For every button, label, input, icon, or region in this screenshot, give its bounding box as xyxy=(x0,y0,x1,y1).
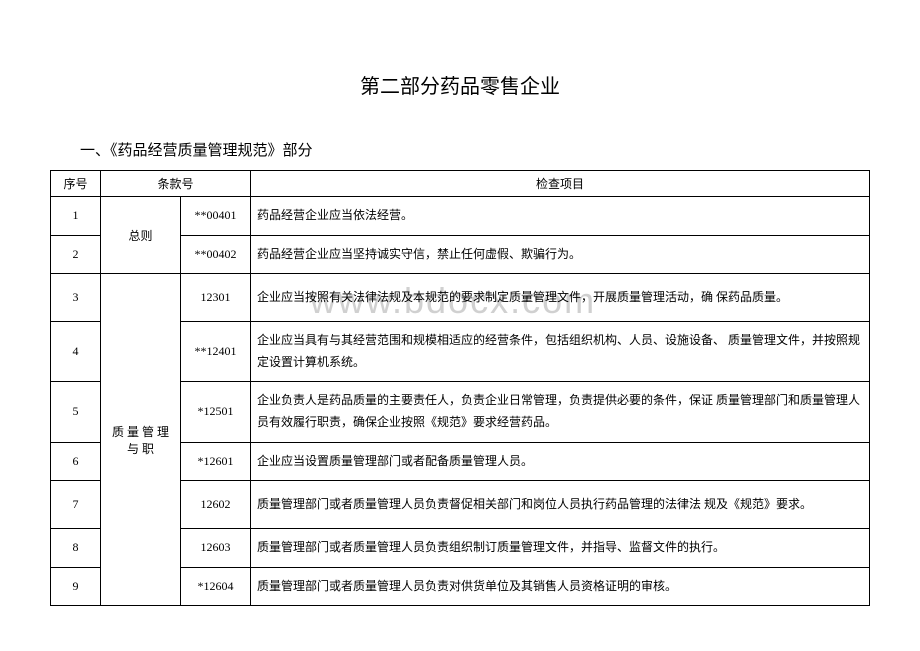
table-row: 1 总则 **00401 药品经营企业应当依法经营。 xyxy=(51,197,870,236)
cell-seq: 6 xyxy=(51,442,101,481)
header-seq: 序号 xyxy=(51,171,101,197)
cell-clause: 12602 xyxy=(181,481,251,529)
cell-clause: *12501 xyxy=(181,382,251,442)
cell-seq: 7 xyxy=(51,481,101,529)
cell-clause: 12301 xyxy=(181,274,251,322)
cell-seq: 2 xyxy=(51,235,101,274)
cell-seq: 4 xyxy=(51,322,101,382)
cell-clause: **00401 xyxy=(181,197,251,236)
cell-seq: 3 xyxy=(51,274,101,322)
cell-item: 企业应当按照有关法律法规及本规范的要求制定质量管理文件，开展质量管理活动，确 保… xyxy=(251,274,870,322)
cell-item: 企业应当设置质量管理部门或者配备质量管理人员。 xyxy=(251,442,870,481)
cell-group-general: 总则 xyxy=(101,197,181,274)
cell-item: 企业负责人是药品质量的主要责任人，负责企业日常管理，负责提供必要的条件，保证 质… xyxy=(251,382,870,442)
table-row: 3 质 量 管 理 与 职 12301 企业应当按照有关法律法规及本规范的要求制… xyxy=(51,274,870,322)
document-content: 第二部分药品零售企业 一、《药品经营质量管理规范》部分 序号 条款号 检查项目 … xyxy=(50,70,870,606)
page-title: 第二部分药品零售企业 xyxy=(50,70,870,99)
cell-clause: 12603 xyxy=(181,529,251,568)
cell-seq: 9 xyxy=(51,567,101,606)
cell-clause: **12401 xyxy=(181,322,251,382)
regulation-table: 序号 条款号 检查项目 1 总则 **00401 药品经营企业应当依法经营。 2… xyxy=(50,170,870,606)
section-subtitle: 一、《药品经营质量管理规范》部分 xyxy=(50,139,870,160)
cell-item: 质量管理部门或者质量管理人员负责督促相关部门和岗位人员执行药品管理的法律法 规及… xyxy=(251,481,870,529)
cell-item: 企业应当具有与其经营范围和规模相适应的经营条件，包括组织机构、人员、设施设备、 … xyxy=(251,322,870,382)
cell-seq: 1 xyxy=(51,197,101,236)
cell-item: 质量管理部门或者质量管理人员负责对供货单位及其销售人员资格证明的审核。 xyxy=(251,567,870,606)
cell-group-quality: 质 量 管 理 与 职 xyxy=(101,274,181,606)
header-clause: 条款号 xyxy=(101,171,251,197)
cell-seq: 8 xyxy=(51,529,101,568)
cell-item: 质量管理部门或者质量管理人员负责组织制订质量管理文件，并指导、监督文件的执行。 xyxy=(251,529,870,568)
header-item: 检查项目 xyxy=(251,171,870,197)
cell-item: 药品经营企业应当依法经营。 xyxy=(251,197,870,236)
cell-seq: 5 xyxy=(51,382,101,442)
cell-clause: *12601 xyxy=(181,442,251,481)
cell-clause: **00402 xyxy=(181,235,251,274)
cell-clause: *12604 xyxy=(181,567,251,606)
table-header-row: 序号 条款号 检查项目 xyxy=(51,171,870,197)
cell-item: 药品经营企业应当坚持诚实守信，禁止任何虚假、欺骗行为。 xyxy=(251,235,870,274)
